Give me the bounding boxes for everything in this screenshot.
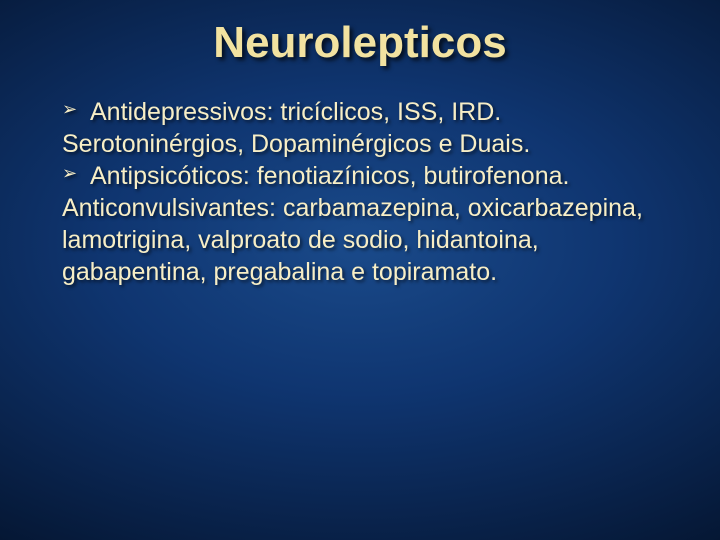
- text-line: Anticonvulsivantes: carbamazepina, oxica…: [62, 192, 680, 288]
- slide: Neurolepticos Antidepressivos: tricíclic…: [0, 0, 720, 540]
- slide-content: Antidepressivos: tricíclicos, ISS, IRD.S…: [40, 96, 680, 288]
- bullet-line: Antidepressivos: tricíclicos, ISS, IRD.: [62, 96, 680, 128]
- text-line: Serotoninérgios, Dopaminérgicos e Duais.: [62, 128, 680, 160]
- bullet-line: Antipsicóticos: fenotiazínicos, butirofe…: [62, 160, 680, 192]
- slide-title: Neurolepticos: [40, 18, 680, 68]
